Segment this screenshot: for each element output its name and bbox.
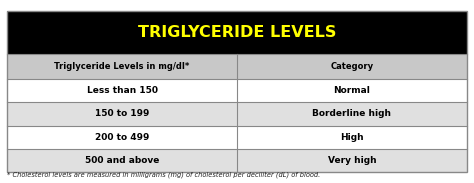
Bar: [7, 11, 467, 54]
Text: 200 to 499: 200 to 499: [95, 133, 149, 142]
Bar: [7, 149, 467, 172]
Text: High: High: [340, 133, 364, 142]
Text: Category: Category: [330, 62, 374, 71]
Text: Less than 150: Less than 150: [87, 86, 157, 95]
Text: 500 and above: 500 and above: [85, 156, 159, 165]
Bar: [7, 126, 467, 149]
Text: Borderline high: Borderline high: [312, 109, 392, 118]
Text: Very high: Very high: [328, 156, 376, 165]
Bar: [7, 79, 467, 102]
Text: Triglyceride Levels in mg/dl*: Triglyceride Levels in mg/dl*: [55, 62, 190, 71]
Text: TRIGLYCERIDE LEVELS: TRIGLYCERIDE LEVELS: [138, 25, 336, 40]
Text: Normal: Normal: [334, 86, 370, 95]
Text: * Cholesterol levels are measured in milligrams (mg) of cholesterol per decilite: * Cholesterol levels are measured in mil…: [7, 171, 320, 178]
Bar: [7, 54, 467, 79]
Bar: [7, 102, 467, 126]
Bar: [7, 11, 467, 172]
Text: 150 to 199: 150 to 199: [95, 109, 149, 118]
